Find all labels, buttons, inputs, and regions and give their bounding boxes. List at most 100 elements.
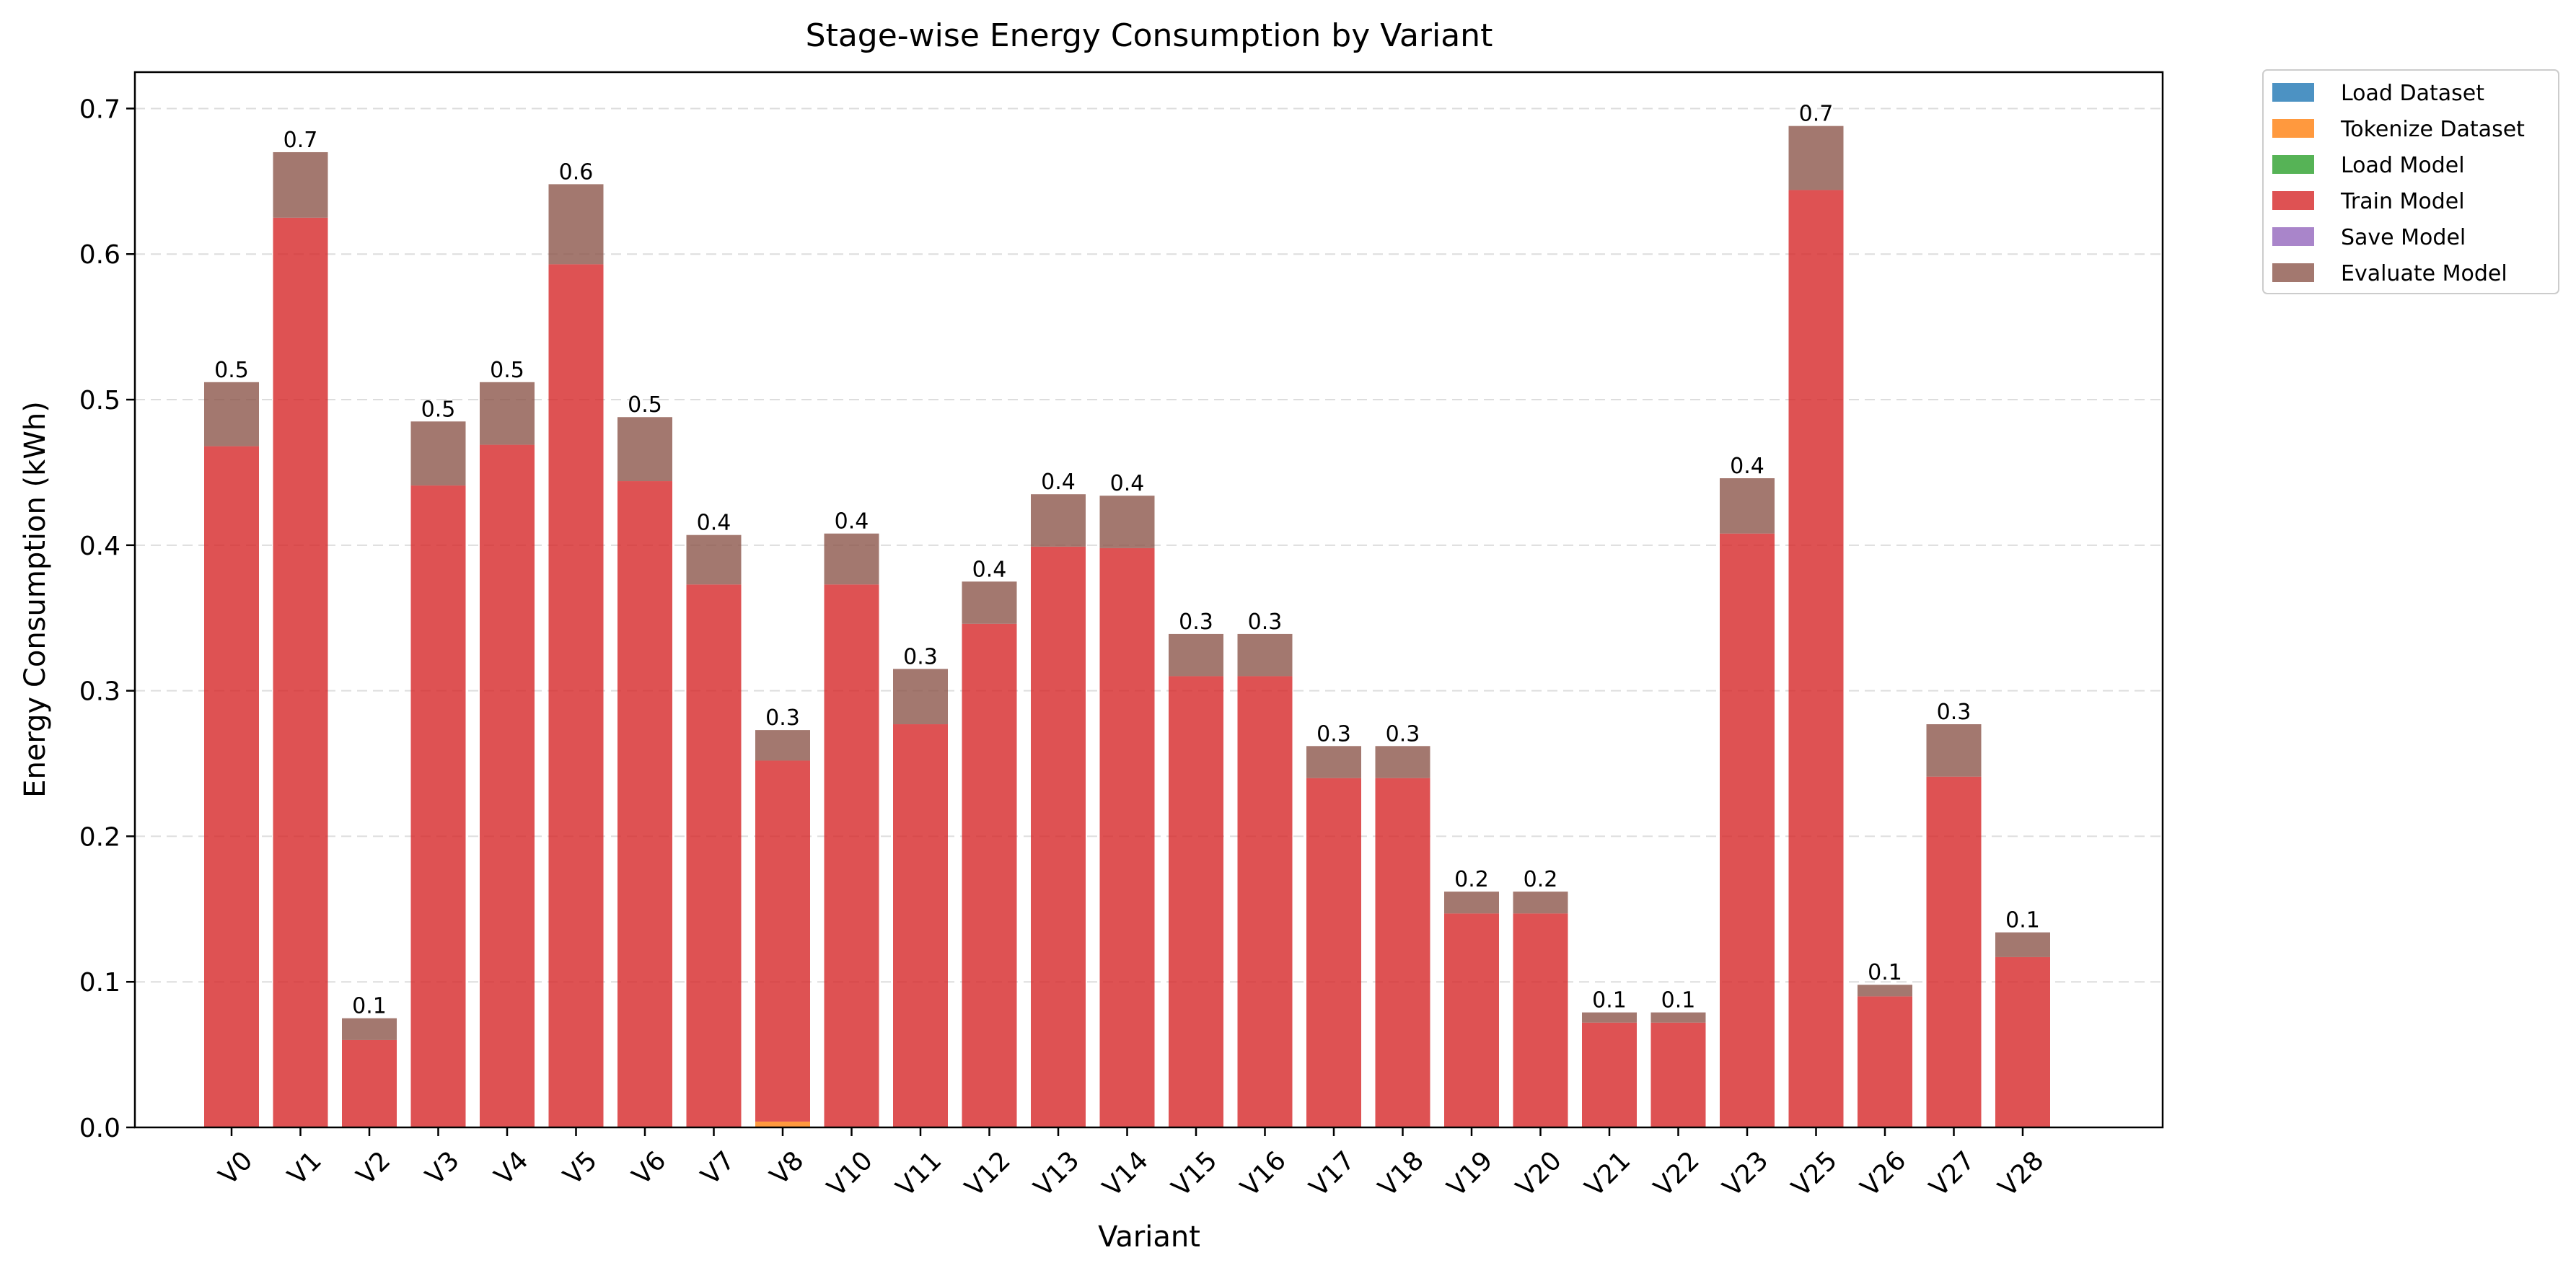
y-tick-label: 0.7 xyxy=(79,94,120,124)
bar-value-label: 0.3 xyxy=(1179,610,1213,635)
bar-value-label: 0.5 xyxy=(628,392,662,418)
bar-segment-train-model xyxy=(342,1039,397,1127)
y-axis: 0.0 0.1 0.2 0.3 0.4 0.5 0.6 0.7 xyxy=(79,94,135,1143)
plot-frame xyxy=(133,71,2164,1129)
bar-segment-evaluate-model xyxy=(1306,746,1361,778)
bar-value-label: 0.3 xyxy=(765,705,800,731)
bar-segment-evaluate-model xyxy=(686,534,742,585)
bar-segment-evaluate-model xyxy=(480,382,535,445)
bar-segment-train-model xyxy=(1169,676,1223,1127)
bar-segment-train-model xyxy=(755,760,810,1122)
y-tick-label: 0.0 xyxy=(79,1114,120,1143)
bar-value-label: 0.1 xyxy=(352,994,387,1019)
bar-value-label: 0.1 xyxy=(1868,960,1902,985)
bar-value-label: 0.1 xyxy=(2005,908,2040,933)
bar-value-label: 0.1 xyxy=(1661,988,1696,1013)
bar-value-label: 0.2 xyxy=(1454,867,1489,892)
bar-segment-evaluate-model xyxy=(548,184,604,265)
legend-item: Train Model xyxy=(2272,189,2465,214)
bar-value-label: 0.4 xyxy=(697,511,731,536)
bar-segment-evaluate-model xyxy=(893,669,948,725)
bar-segment-evaluate-model xyxy=(1169,633,1223,677)
bar-segment-evaluate-model xyxy=(1858,985,1912,997)
bar-segment-train-model xyxy=(1788,190,1844,1128)
bar-segment-train-model xyxy=(893,724,948,1127)
bar-value-label: 0.4 xyxy=(1041,470,1076,495)
bar-value-label: 0.5 xyxy=(214,358,249,383)
bar-segment-train-model xyxy=(410,485,466,1127)
bar-segment-evaluate-model xyxy=(962,581,1017,624)
legend-label: Load Model xyxy=(2341,153,2465,178)
y-tick-label: 0.2 xyxy=(79,822,120,852)
legend-label: Evaluate Model xyxy=(2341,261,2507,286)
bar-value-label: 0.2 xyxy=(1524,867,1558,892)
bar-value-label: 0.1 xyxy=(1592,988,1627,1013)
y-tick-label: 0.5 xyxy=(79,386,120,415)
bar-segment-train-model xyxy=(1720,533,1775,1127)
bar-value-label: 0.7 xyxy=(283,128,318,153)
legend-swatch xyxy=(2272,155,2314,174)
bar-value-label: 0.5 xyxy=(421,397,456,422)
bar-segment-evaluate-model xyxy=(1720,478,1775,534)
bar-segment-evaluate-model xyxy=(1375,746,1430,778)
bar-segment-evaluate-model xyxy=(410,421,466,486)
bar-segment-evaluate-model xyxy=(617,417,672,482)
legend-item: Tokenize Dataset xyxy=(2272,117,2525,142)
legend-label: Save Model xyxy=(2341,225,2466,250)
bar-value-label: 0.7 xyxy=(1799,102,1834,127)
bar-value-label: 0.3 xyxy=(1316,721,1351,747)
bar-segment-evaluate-model xyxy=(1099,496,1155,548)
bar-value-label: 0.6 xyxy=(559,159,594,185)
bar-segment-evaluate-model xyxy=(1582,1012,1637,1023)
legend-item: Save Model xyxy=(2272,225,2466,250)
legend-item: Load Dataset xyxy=(2272,81,2484,106)
y-tick-label: 0.1 xyxy=(79,968,120,998)
bar-segment-train-model xyxy=(1099,547,1155,1127)
legend: Load Dataset Tokenize Dataset Load Model Tr… xyxy=(2262,69,2559,294)
bar-segment-train-model xyxy=(824,584,879,1127)
legend-item: Evaluate Model xyxy=(2272,261,2507,286)
bar-value-label: 0.3 xyxy=(1248,610,1283,635)
bar-value-label: 0.4 xyxy=(972,557,1007,582)
bars xyxy=(204,126,2050,1128)
bar-segment-train-model xyxy=(686,584,742,1127)
bar-segment-evaluate-model xyxy=(1031,494,1086,547)
bar-segment-evaluate-model xyxy=(1237,633,1293,677)
bar-segment-train-model xyxy=(1031,546,1086,1127)
bar-segment-train-model xyxy=(1306,778,1361,1127)
bar-segment-train-model xyxy=(1926,776,1982,1127)
bar-segment-evaluate-model xyxy=(755,730,810,761)
y-tick-label: 0.3 xyxy=(79,677,120,707)
x-axis-title: Variant xyxy=(1098,1220,1200,1254)
bar-value-labels: 0.5 0.7 0.1 0.5 0.5 0.6 0.5 0.4 0.3 0.4 0.3 0.4 0.4 0… xyxy=(214,102,2040,1019)
legend-swatch xyxy=(2272,227,2314,246)
bar-segment-evaluate-model xyxy=(1788,126,1844,190)
legend-label: Load Dataset xyxy=(2341,81,2484,106)
legend-label: Train Model xyxy=(2340,189,2465,214)
bar-segment-train-model xyxy=(962,623,1017,1127)
bar-value-label: 0.5 xyxy=(490,358,524,383)
bar-segment-train-model xyxy=(273,217,328,1127)
bar-segment-train-model xyxy=(1650,1022,1706,1127)
bar-segment-train-model xyxy=(617,481,672,1127)
bar-value-label: 0.3 xyxy=(903,644,938,669)
bar-segment-evaluate-model xyxy=(273,151,328,218)
bar-segment-evaluate-model xyxy=(204,382,259,446)
bar-segment-evaluate-model xyxy=(1995,932,2050,957)
bar-segment-evaluate-model xyxy=(1926,724,1982,777)
bar-value-label: 0.4 xyxy=(835,509,869,534)
bar-segment-evaluate-model xyxy=(342,1018,397,1040)
legend-item: Load Model xyxy=(2272,153,2465,178)
bar-segment-train-model xyxy=(1513,913,1568,1127)
y-axis-title: Energy Consumption (kWh) xyxy=(19,401,52,798)
bar-segment-train-model xyxy=(1858,996,1912,1127)
bar-value-label: 0.4 xyxy=(1110,471,1145,496)
legend-frame xyxy=(2262,69,2559,294)
y-tick-label: 0.4 xyxy=(79,532,120,561)
bar-segment-evaluate-model xyxy=(1444,892,1499,914)
legend-swatch xyxy=(2272,119,2314,138)
bar-value-label: 0.3 xyxy=(1386,721,1420,747)
bar-segment-train-model xyxy=(1444,913,1499,1127)
y-tick-label: 0.6 xyxy=(79,240,120,270)
